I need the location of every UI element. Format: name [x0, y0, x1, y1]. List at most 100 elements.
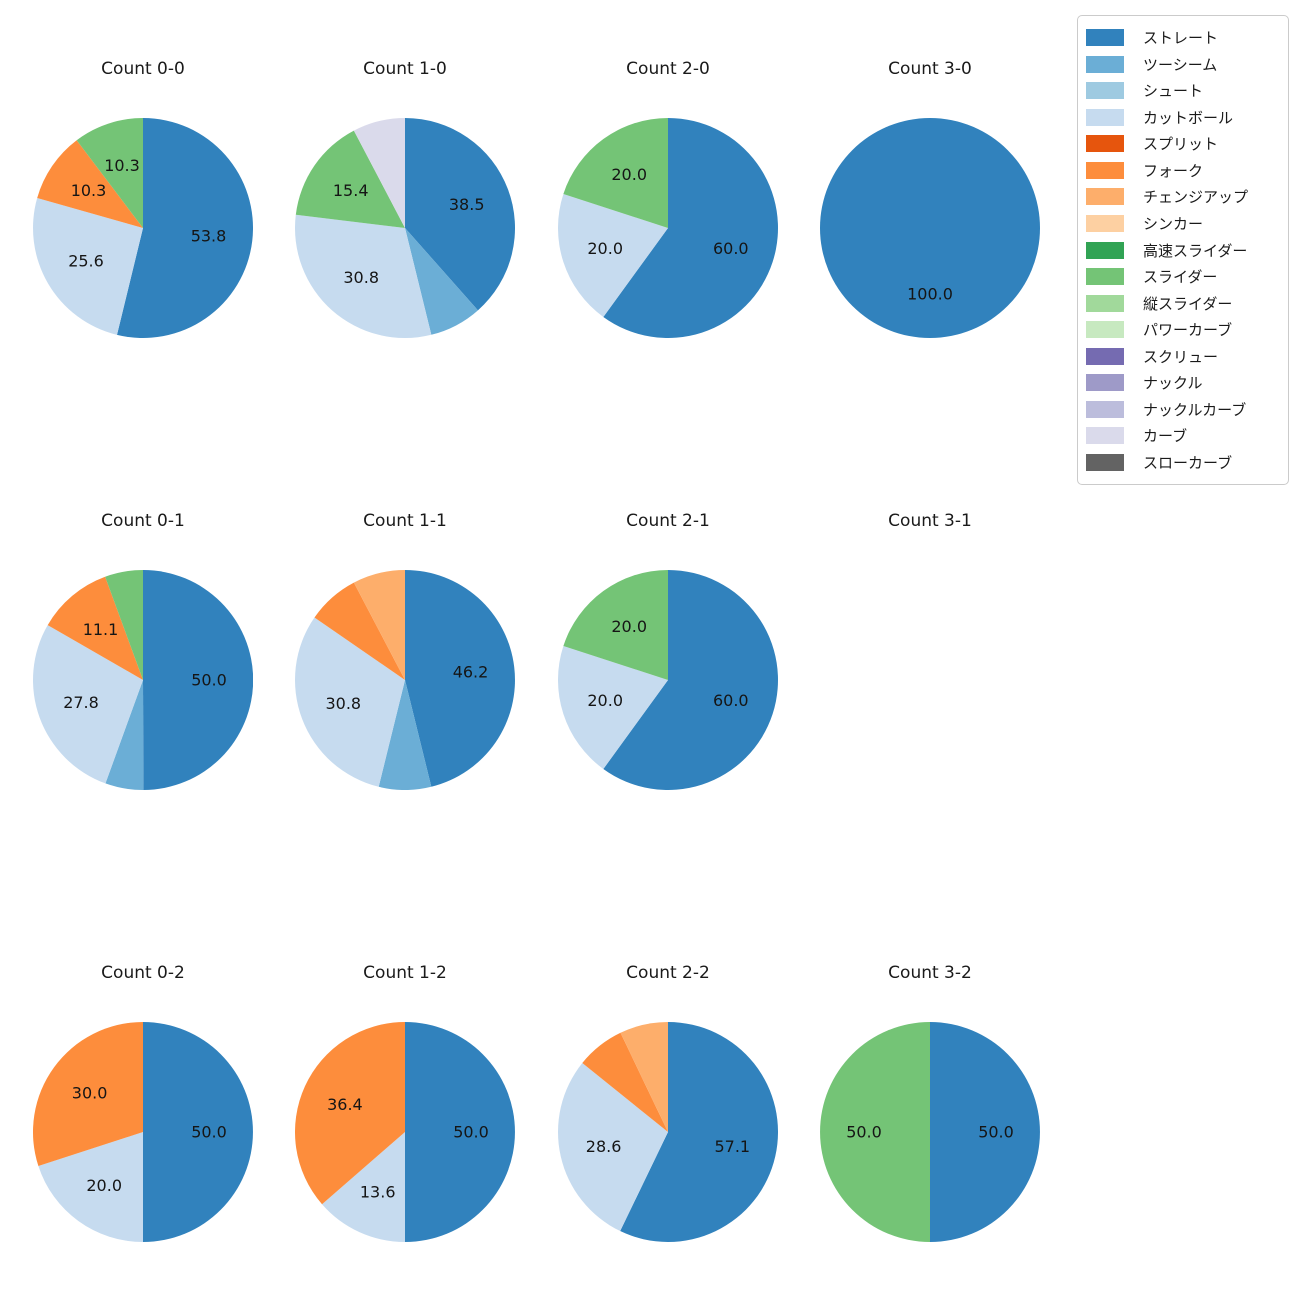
pie-slice: [603, 570, 778, 790]
legend-swatch: [1086, 108, 1124, 126]
legend-label: ナックルカーブ: [1143, 400, 1247, 419]
pie-slice: [558, 194, 668, 317]
pie-slice: [295, 617, 405, 787]
legend-swatch: [1086, 82, 1124, 100]
legend-item: ツーシーム: [1086, 54, 1280, 75]
chart-cell-count-3-0: Count 3-0 100.0: [799, 57, 1061, 338]
pie-slice: [76, 118, 143, 228]
legend-swatch: [1086, 427, 1124, 445]
legend-item: ナックルカーブ: [1086, 399, 1280, 420]
legend-swatch: [1086, 294, 1124, 312]
pie-chart-count-1-1: 46.2 30.8: [295, 570, 515, 790]
pie-slice: [322, 1132, 405, 1242]
pie-slice: [620, 1022, 778, 1242]
pie-chart-count-0-0: 53.8 25.6 10.3 10.3: [33, 118, 253, 338]
chart-cell-count-2-0: Count 2-0 60.0 20.0 20.0: [537, 57, 799, 338]
chart-title: Count 3-1: [888, 511, 972, 531]
slice-value-label: 30.8: [325, 694, 361, 713]
legend-swatch: [1086, 241, 1124, 259]
slice-value-label: 28.6: [586, 1137, 622, 1156]
legend-label: チェンジアップ: [1143, 188, 1249, 207]
pie-slice: [295, 130, 405, 228]
slice-value-label: 20.0: [587, 691, 623, 710]
chart-cell-count-0-0: Count 0-0 53.8 25.6 10.3 10.3: [12, 57, 274, 338]
chart-title: Count 1-0: [363, 59, 447, 79]
pie-slice: [563, 570, 668, 680]
slice-value-label: 25.6: [68, 252, 104, 271]
pie-chart-count-3-1: [820, 570, 1040, 790]
legend-swatch: [1086, 161, 1124, 179]
pie-slice: [116, 118, 253, 338]
legend-label: カットボール: [1143, 108, 1234, 127]
legend-swatch: [1086, 347, 1124, 365]
chart-title: Count 2-0: [626, 59, 710, 79]
legend-item: スローカーブ: [1086, 452, 1280, 473]
chart-title: Count 2-1: [626, 511, 710, 531]
slice-value-label: 20.0: [611, 617, 647, 636]
pie-slice: [378, 680, 432, 790]
pie-slice: [930, 1022, 1040, 1242]
legend-swatch: [1086, 454, 1124, 471]
legend-item: カットボール: [1086, 107, 1280, 128]
slice-value-label: 53.8: [191, 226, 227, 245]
chart-cell-count-2-2: Count 2-2 57.1 28.6: [537, 961, 799, 1242]
pie-slice: [820, 1022, 930, 1242]
legend-swatch: [1086, 29, 1124, 46]
chart-cell-count-0-2: Count 0-2 50.0 20.0 30.0: [12, 961, 274, 1242]
pie-chart-count-2-0: 60.0 20.0 20.0: [558, 118, 778, 338]
slice-value-label: 10.3: [71, 181, 107, 200]
legend-label: ツーシーム: [1143, 55, 1218, 74]
chart-title: Count 3-0: [888, 59, 972, 79]
slice-value-label: 30.0: [72, 1084, 108, 1103]
chart-cell-count-3-2: Count 3-2 50.0 50.0: [799, 961, 1061, 1242]
pie-slice: [295, 1022, 405, 1205]
slice-value-label: 50.0: [846, 1123, 882, 1142]
pie-chart-count-0-1: 50.0 27.8 11.1: [33, 570, 253, 790]
pie-slice: [405, 228, 478, 335]
pitch-type-legend: ストレート ツーシーム シュート カットボール スプリット フォーク チェンジア…: [1077, 15, 1289, 485]
legend-label: ストレート: [1143, 29, 1219, 47]
pie-slice: [582, 1032, 668, 1132]
legend-item: スライダー: [1086, 266, 1280, 287]
slice-value-label: 13.6: [360, 1183, 396, 1202]
slice-value-label: 46.2: [453, 663, 489, 682]
slice-value-label: 50.0: [191, 670, 227, 689]
legend-swatch: [1086, 188, 1124, 206]
pie-slice: [295, 214, 432, 338]
legend-label: スクリュー: [1143, 347, 1219, 366]
chart-title: Count 0-2: [101, 963, 185, 983]
chart-title: Count 1-2: [363, 963, 447, 983]
legend-swatch: [1086, 374, 1124, 392]
legend-item: 縦スライダー: [1086, 293, 1280, 314]
legend-item: シュート: [1086, 80, 1280, 101]
slice-value-label: 36.4: [327, 1095, 363, 1114]
chart-title: Count 0-0: [101, 59, 185, 79]
legend-swatch: [1086, 321, 1124, 339]
legend-item: チェンジアップ: [1086, 186, 1280, 207]
pie-chart-count-0-2: 50.0 20.0 30.0: [33, 1022, 253, 1242]
pie-slice: [405, 570, 515, 787]
chart-title: Count 2-2: [626, 963, 710, 983]
slice-value-label: 38.5: [449, 195, 485, 214]
pie-chart-count-2-2: 57.1 28.6: [558, 1022, 778, 1242]
chart-cell-count-2-1: Count 2-1 60.0 20.0 20.0: [537, 509, 799, 790]
legend-swatch: [1086, 214, 1124, 232]
slice-value-label: 50.0: [978, 1123, 1014, 1142]
pie-slice: [353, 570, 405, 680]
legend-item: シンカー: [1086, 213, 1280, 234]
pie-slice: [603, 118, 778, 338]
pie-slice: [143, 570, 253, 790]
pie-slice: [33, 1022, 143, 1166]
slice-value-label: 10.3: [104, 156, 140, 175]
pie-slice: [820, 118, 1040, 338]
legend-item: フォーク: [1086, 160, 1280, 181]
pie-chart-count-2-1: 60.0 20.0 20.0: [558, 570, 778, 790]
slice-value-label: 30.8: [343, 268, 379, 287]
pie-slice: [353, 118, 405, 228]
legend-item: ストレート: [1086, 27, 1280, 48]
legend-label: パワーカーブ: [1143, 321, 1233, 340]
legend-label: スプリット: [1143, 135, 1219, 154]
slice-value-label: 50.0: [191, 1123, 227, 1142]
pie-chart-count-1-2: 50.0 13.6 36.4: [295, 1022, 515, 1242]
